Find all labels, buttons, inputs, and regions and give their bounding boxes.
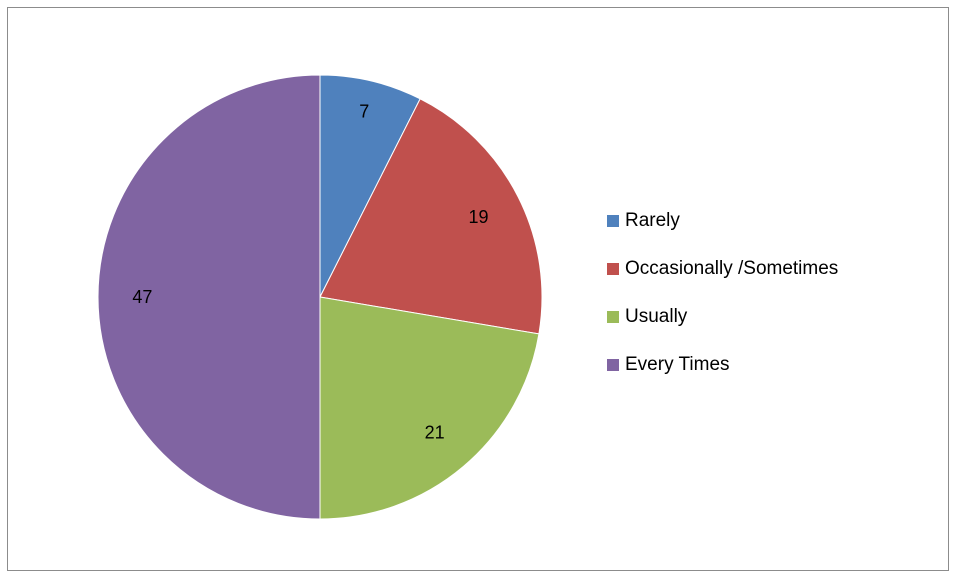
pie-slice-every-times <box>97 74 321 520</box>
legend-label-occasionally-sometimes: Occasionally /Sometimes <box>625 258 839 279</box>
legend-item-usually: Usually <box>607 305 838 329</box>
legend-item-rarely: Rarely <box>607 209 838 233</box>
legend-label-every-times: Every Times <box>625 354 730 375</box>
pie-data-labels: 7 19 21 47 <box>132 101 488 442</box>
pie-slice-rarely <box>319 74 421 298</box>
pie-slice-usually <box>319 296 540 520</box>
legend-label-rarely: Rarely <box>625 210 680 231</box>
legend-swatch-occasionally-sometimes <box>607 263 619 275</box>
legend-item-occasionally-sometimes: Occasionally /Sometimes <box>607 257 838 281</box>
legend-label-usually: Usually <box>625 306 688 327</box>
data-label-occasionally-sometimes: 19 <box>468 207 488 227</box>
legend-swatch-every-times <box>607 359 619 371</box>
legend: Rarely Occasionally /Sometimes Usually E… <box>607 209 838 401</box>
data-label-usually: 21 <box>425 423 445 443</box>
pie-slices <box>97 74 543 520</box>
data-label-rarely: 7 <box>359 101 369 121</box>
pie-slice-occasionally-sometimes <box>319 98 543 335</box>
legend-swatch-usually <box>607 311 619 323</box>
legend-swatch-rarely <box>607 215 619 227</box>
legend-item-every-times: Every Times <box>607 353 838 377</box>
data-label-every-times: 47 <box>132 287 152 307</box>
